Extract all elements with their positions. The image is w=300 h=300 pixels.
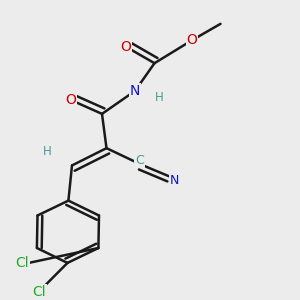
Text: H: H	[155, 91, 164, 104]
Text: N: N	[130, 84, 140, 98]
Text: Cl: Cl	[32, 284, 46, 298]
Text: Cl: Cl	[15, 256, 29, 270]
Text: O: O	[187, 33, 197, 47]
Text: O: O	[65, 93, 76, 107]
Text: H: H	[43, 145, 52, 158]
Text: C: C	[135, 154, 144, 167]
Text: N: N	[169, 174, 179, 188]
Text: O: O	[121, 40, 131, 54]
